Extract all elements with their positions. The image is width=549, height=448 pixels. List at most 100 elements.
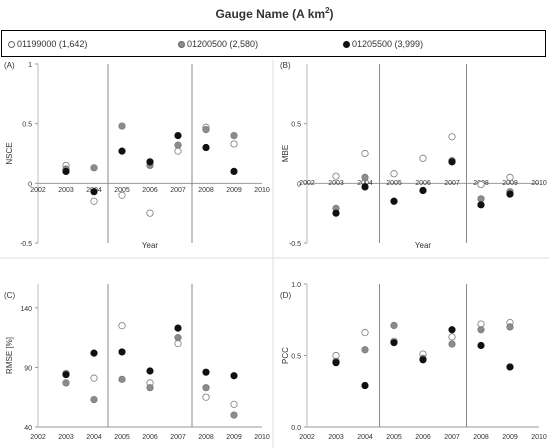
data-point xyxy=(361,173,369,181)
data-point xyxy=(361,149,369,158)
legend-item-01199000: 01199000 (1,642) xyxy=(8,39,87,49)
data-point xyxy=(477,180,485,189)
data-point xyxy=(477,326,485,334)
data-point xyxy=(506,323,514,331)
x-tick-label: 2007 xyxy=(444,180,460,187)
data-point xyxy=(419,186,427,195)
x-tick-label: 2007 xyxy=(170,434,186,441)
y-tick-label: 0.5 xyxy=(22,122,32,129)
x-tick-label: 2009 xyxy=(226,434,242,441)
data-point xyxy=(146,209,154,217)
x-tick-label: 2010 xyxy=(531,434,547,441)
x-tick-label: 2002 xyxy=(30,187,46,194)
data-point xyxy=(90,374,98,382)
x-tick-label: 2009 xyxy=(226,187,242,194)
y-tick-label: 0 xyxy=(28,181,32,188)
legend-marker-icon xyxy=(178,40,185,48)
data-point xyxy=(146,158,154,166)
data-point xyxy=(361,329,369,337)
x-tick-label: 2002 xyxy=(30,434,46,441)
x-tick-label: 2003 xyxy=(58,187,74,194)
x-tick-label: 2005 xyxy=(386,434,402,441)
data-point xyxy=(390,339,398,347)
legend-marker-icon xyxy=(343,40,350,48)
panel-label: (D) xyxy=(280,291,291,300)
panel-label: (A) xyxy=(4,61,15,70)
data-point xyxy=(118,147,126,155)
data-point xyxy=(62,167,70,175)
data-point xyxy=(230,140,238,148)
legend-label: 01205500 (3,999) xyxy=(352,39,424,49)
y-tick-label: -0.5 xyxy=(20,241,32,248)
data-point xyxy=(477,341,485,350)
y-tick-label: 0.0 xyxy=(291,425,301,432)
data-point xyxy=(506,173,514,181)
y-axis-title: NSCE xyxy=(5,142,14,164)
data-point xyxy=(448,133,456,141)
x-tick-label: 2002 xyxy=(299,434,315,441)
data-point xyxy=(332,359,340,367)
data-point xyxy=(419,154,427,162)
x-tick-label: 2005 xyxy=(386,180,402,187)
data-point xyxy=(174,132,182,140)
x-tick-label: 2010 xyxy=(531,180,547,187)
data-point xyxy=(506,363,514,371)
x-tick-label: 2006 xyxy=(142,434,158,441)
data-point xyxy=(62,379,70,387)
y-tick-label: 140 xyxy=(20,306,32,313)
data-point xyxy=(448,326,456,334)
data-point xyxy=(230,400,238,408)
x-tick-label: 2004 xyxy=(357,434,373,441)
data-point xyxy=(448,340,456,348)
x-tick-label: 2007 xyxy=(170,187,186,194)
data-point xyxy=(174,147,182,155)
data-point xyxy=(118,375,126,383)
data-point xyxy=(361,381,369,390)
data-point xyxy=(202,143,210,152)
data-point xyxy=(230,372,238,380)
x-tick-label: 2010 xyxy=(254,187,270,194)
data-point xyxy=(230,167,238,175)
chart-panel: (D) 0.0 0.5 1.0 2002 2003 2004 2005 2006 2007 2008… xyxy=(280,282,547,441)
x-tick-label: 2006 xyxy=(415,434,431,441)
y-axis-title: RMSE [%] xyxy=(5,337,14,374)
y-tick-label: 0.5 xyxy=(291,122,301,129)
x-tick-label: 2007 xyxy=(444,434,460,441)
data-point xyxy=(90,349,98,357)
data-point xyxy=(146,384,154,392)
y-tick-label: 1 xyxy=(28,62,32,69)
data-point xyxy=(146,367,154,375)
y-tick-label: 0 xyxy=(297,181,301,188)
x-tick-label: 2004 xyxy=(86,434,102,441)
data-point xyxy=(90,197,98,205)
data-point xyxy=(118,348,126,356)
chart-panel: (C) 40 90 140 2002 2003 2004 2005 2006 2007 2008 20… xyxy=(4,284,270,441)
data-point xyxy=(174,324,182,332)
data-point xyxy=(202,384,210,392)
x-tick-label: 2009 xyxy=(502,434,518,441)
data-point xyxy=(174,339,182,348)
x-tick-label: 2003 xyxy=(328,180,344,187)
data-point xyxy=(90,188,98,196)
data-point xyxy=(202,126,210,134)
data-point xyxy=(174,141,182,149)
legend-box xyxy=(1,30,546,57)
x-tick-label: 2006 xyxy=(142,187,158,194)
data-point xyxy=(419,356,427,364)
x-tick-label: 2005 xyxy=(114,187,130,194)
y-tick-label: 0.5 xyxy=(291,354,301,361)
legend-title: Gauge Name (A km2) xyxy=(215,6,334,21)
y-axis-title: PCC xyxy=(281,347,290,364)
data-point xyxy=(361,183,369,191)
x-tick-label: 2010 xyxy=(254,434,270,441)
legend-item-01205500: 01205500 (3,999) xyxy=(343,39,423,49)
data-point xyxy=(332,172,340,180)
chart-panel: (A)-0.500.512002200320042005200620072008… xyxy=(4,61,270,250)
data-point xyxy=(118,322,126,330)
y-tick-label: -0.5 xyxy=(289,241,301,248)
x-tick-label: 2009 xyxy=(502,180,518,187)
data-point xyxy=(390,197,398,205)
data-point xyxy=(174,334,182,342)
panel-label: (C) xyxy=(4,291,15,300)
